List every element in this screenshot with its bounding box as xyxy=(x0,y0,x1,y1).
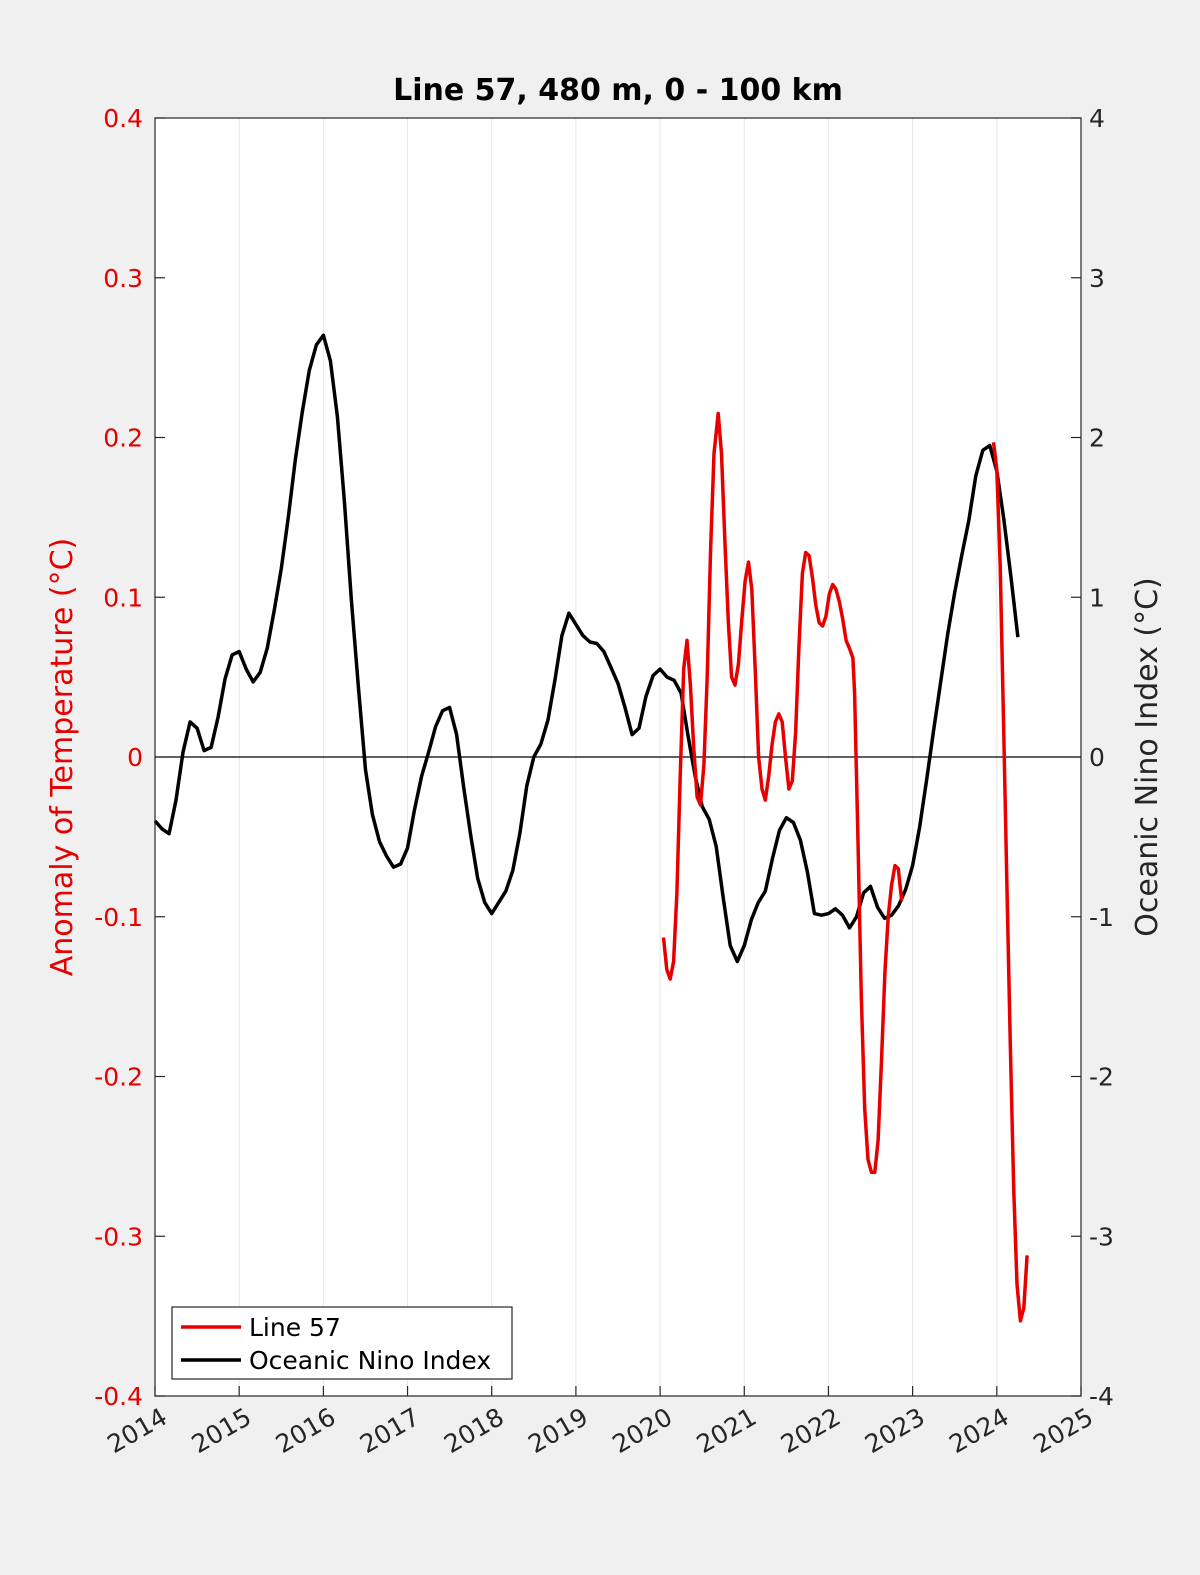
right-tick-label: 0 xyxy=(1089,743,1105,772)
left-tick-label: -0.1 xyxy=(94,903,143,932)
right-tick-label: 2 xyxy=(1089,424,1105,453)
left-axis-label: Anomaly of Temperature (°C) xyxy=(45,538,80,977)
series-layer xyxy=(153,333,1029,1323)
left-tick-label: 0.1 xyxy=(103,583,143,612)
left-tick-label: -0.2 xyxy=(94,1063,143,1092)
right-tick-label: 1 xyxy=(1089,583,1105,612)
series-line-line-57-segment-1 xyxy=(661,411,904,1175)
legend-label-oceanic-nino-index: Oceanic Nino Index xyxy=(249,1346,491,1375)
series-line-oceanic-nino-index xyxy=(153,333,1020,964)
right-tick-label: -4 xyxy=(1089,1382,1114,1411)
left-tick-label: 0.2 xyxy=(103,424,143,453)
left-tick-label: -0.3 xyxy=(94,1222,143,1251)
legend-label-line-57: Line 57 xyxy=(249,1313,341,1342)
series-line-line-57-segment-2 xyxy=(991,442,1029,1323)
left-tick-label: 0.4 xyxy=(103,104,143,133)
right-axis-ticks: 4 3 2 1 0 -1 -2 -3 -4 xyxy=(1071,104,1114,1411)
right-axis-label: Oceanic Nino Index (°C) xyxy=(1130,577,1165,937)
right-tick-label: -1 xyxy=(1089,903,1114,932)
legend: Line 57 Oceanic Nino Index xyxy=(171,1306,513,1380)
left-tick-label: 0.3 xyxy=(103,264,143,293)
right-tick-label: 4 xyxy=(1089,104,1105,133)
left-axis-ticks: 0.4 0.3 0.2 0.1 0 -0.1 -0.2 -0.3 -0.4 xyxy=(94,104,165,1411)
right-tick-label: 3 xyxy=(1089,264,1105,293)
left-tick-label: 0 xyxy=(127,743,143,772)
legend-box xyxy=(171,1306,513,1380)
left-tick-label: -0.4 xyxy=(94,1382,143,1411)
chart-title: Line 57, 480 m, 0 - 100 km xyxy=(393,73,843,108)
right-tick-label: -2 xyxy=(1089,1063,1114,1092)
right-tick-label: -3 xyxy=(1089,1222,1114,1251)
